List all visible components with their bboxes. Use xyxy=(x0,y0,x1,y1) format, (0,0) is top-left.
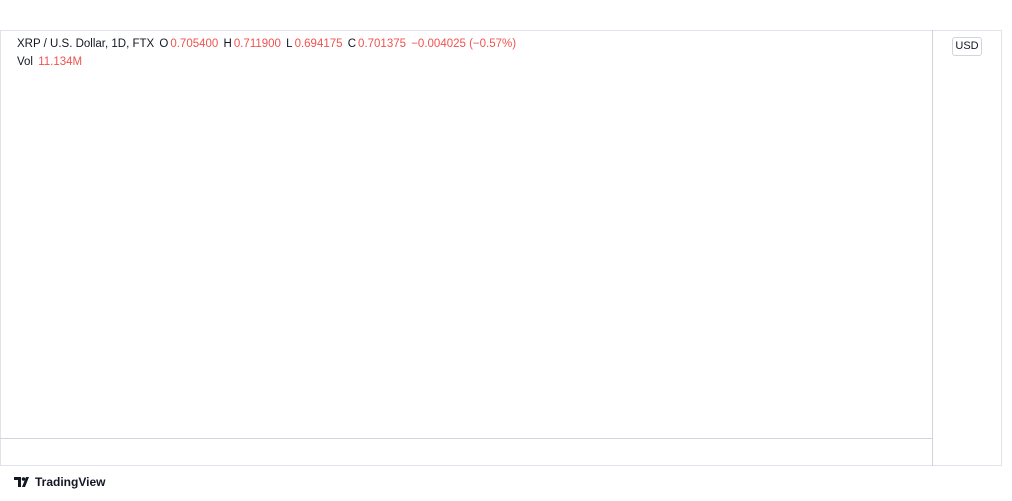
close-label: C xyxy=(347,38,357,50)
open-value: 0.705400 xyxy=(170,38,219,50)
currency-button[interactable]: USD xyxy=(952,37,982,56)
open-label: O xyxy=(159,38,169,50)
symbol-title: XRP / U.S. Dollar, 1D, FTX xyxy=(17,38,155,50)
high-value: 0.711900 xyxy=(233,38,281,50)
low-label: L xyxy=(286,38,293,50)
chart-frame xyxy=(0,30,1002,466)
high-label: H xyxy=(223,38,232,50)
volume-value: 11.134M xyxy=(38,56,83,68)
brand-name: TradingView xyxy=(35,475,106,489)
symbol-header: XRP / U.S. Dollar, 1D, FTX O 0.705400 H 0.… xyxy=(17,38,518,50)
brand-logo xyxy=(14,477,29,487)
volume-label: Vol xyxy=(17,56,33,68)
change-value: −0.004025 (−0.57%) xyxy=(411,38,517,50)
low-value: 0.694175 xyxy=(294,38,343,50)
close-value: 0.701375 xyxy=(358,38,407,50)
volume-header: Vol 11.134M xyxy=(17,56,84,68)
brand: TradingView xyxy=(14,475,105,489)
